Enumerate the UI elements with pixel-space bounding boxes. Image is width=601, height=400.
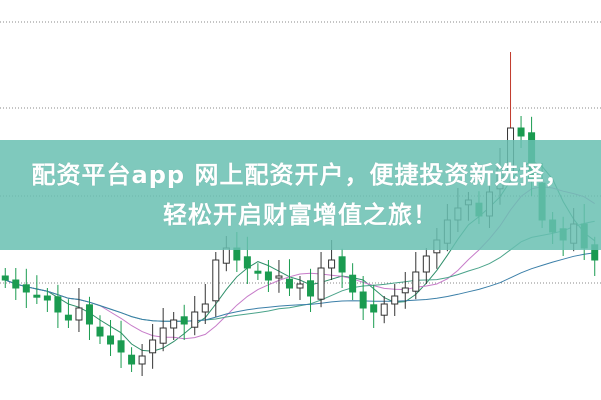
candle-body (222, 247, 230, 264)
candle-body (275, 275, 283, 279)
candle-body (12, 279, 20, 289)
candle-body (296, 283, 304, 289)
candle-body (85, 304, 93, 325)
candle-body (54, 296, 62, 313)
candle-body (391, 295, 399, 305)
candle-body (159, 327, 167, 344)
candle-body (170, 319, 178, 329)
headline-line-1: 配资平台app 网上配资开户，便捷投资新选择， (31, 161, 570, 189)
candle-body (117, 340, 125, 353)
candle-body (138, 355, 146, 365)
candle-body (517, 127, 525, 137)
candle-body (338, 256, 346, 273)
candle-body (307, 280, 315, 297)
candle-body (349, 274, 357, 293)
candle-body (128, 354, 136, 365)
candle-body (401, 287, 409, 294)
candle-body (285, 278, 293, 289)
candle-body (191, 311, 199, 328)
candle-body (64, 314, 72, 321)
candle-body (328, 259, 336, 269)
candle-body (370, 304, 378, 313)
candle-body (43, 295, 51, 301)
candle-body (264, 271, 272, 281)
candle-body (359, 291, 367, 309)
candle-body (180, 316, 188, 325)
candle-body (201, 303, 209, 313)
headline-banner: 配资平台app 网上配资开户，便捷投资新选择， 轻松开启财富增值之旅！ (0, 140, 601, 250)
candle-body (317, 267, 325, 300)
candle-body (243, 256, 251, 269)
candle-body (107, 335, 115, 345)
headline-line-2: 轻松开启财富增值之旅！ (163, 201, 438, 229)
candle-body (254, 270, 262, 274)
candle-body (422, 255, 430, 273)
candle-body (33, 294, 41, 298)
candle-body (412, 271, 420, 292)
candle-body (380, 303, 388, 316)
moving-average-line (5, 252, 595, 322)
candle-body (1, 275, 9, 281)
candle-body (75, 307, 83, 321)
candle-body (149, 339, 157, 354)
candle-body (96, 326, 104, 337)
candle-body (22, 284, 30, 293)
candle-body (212, 259, 220, 302)
